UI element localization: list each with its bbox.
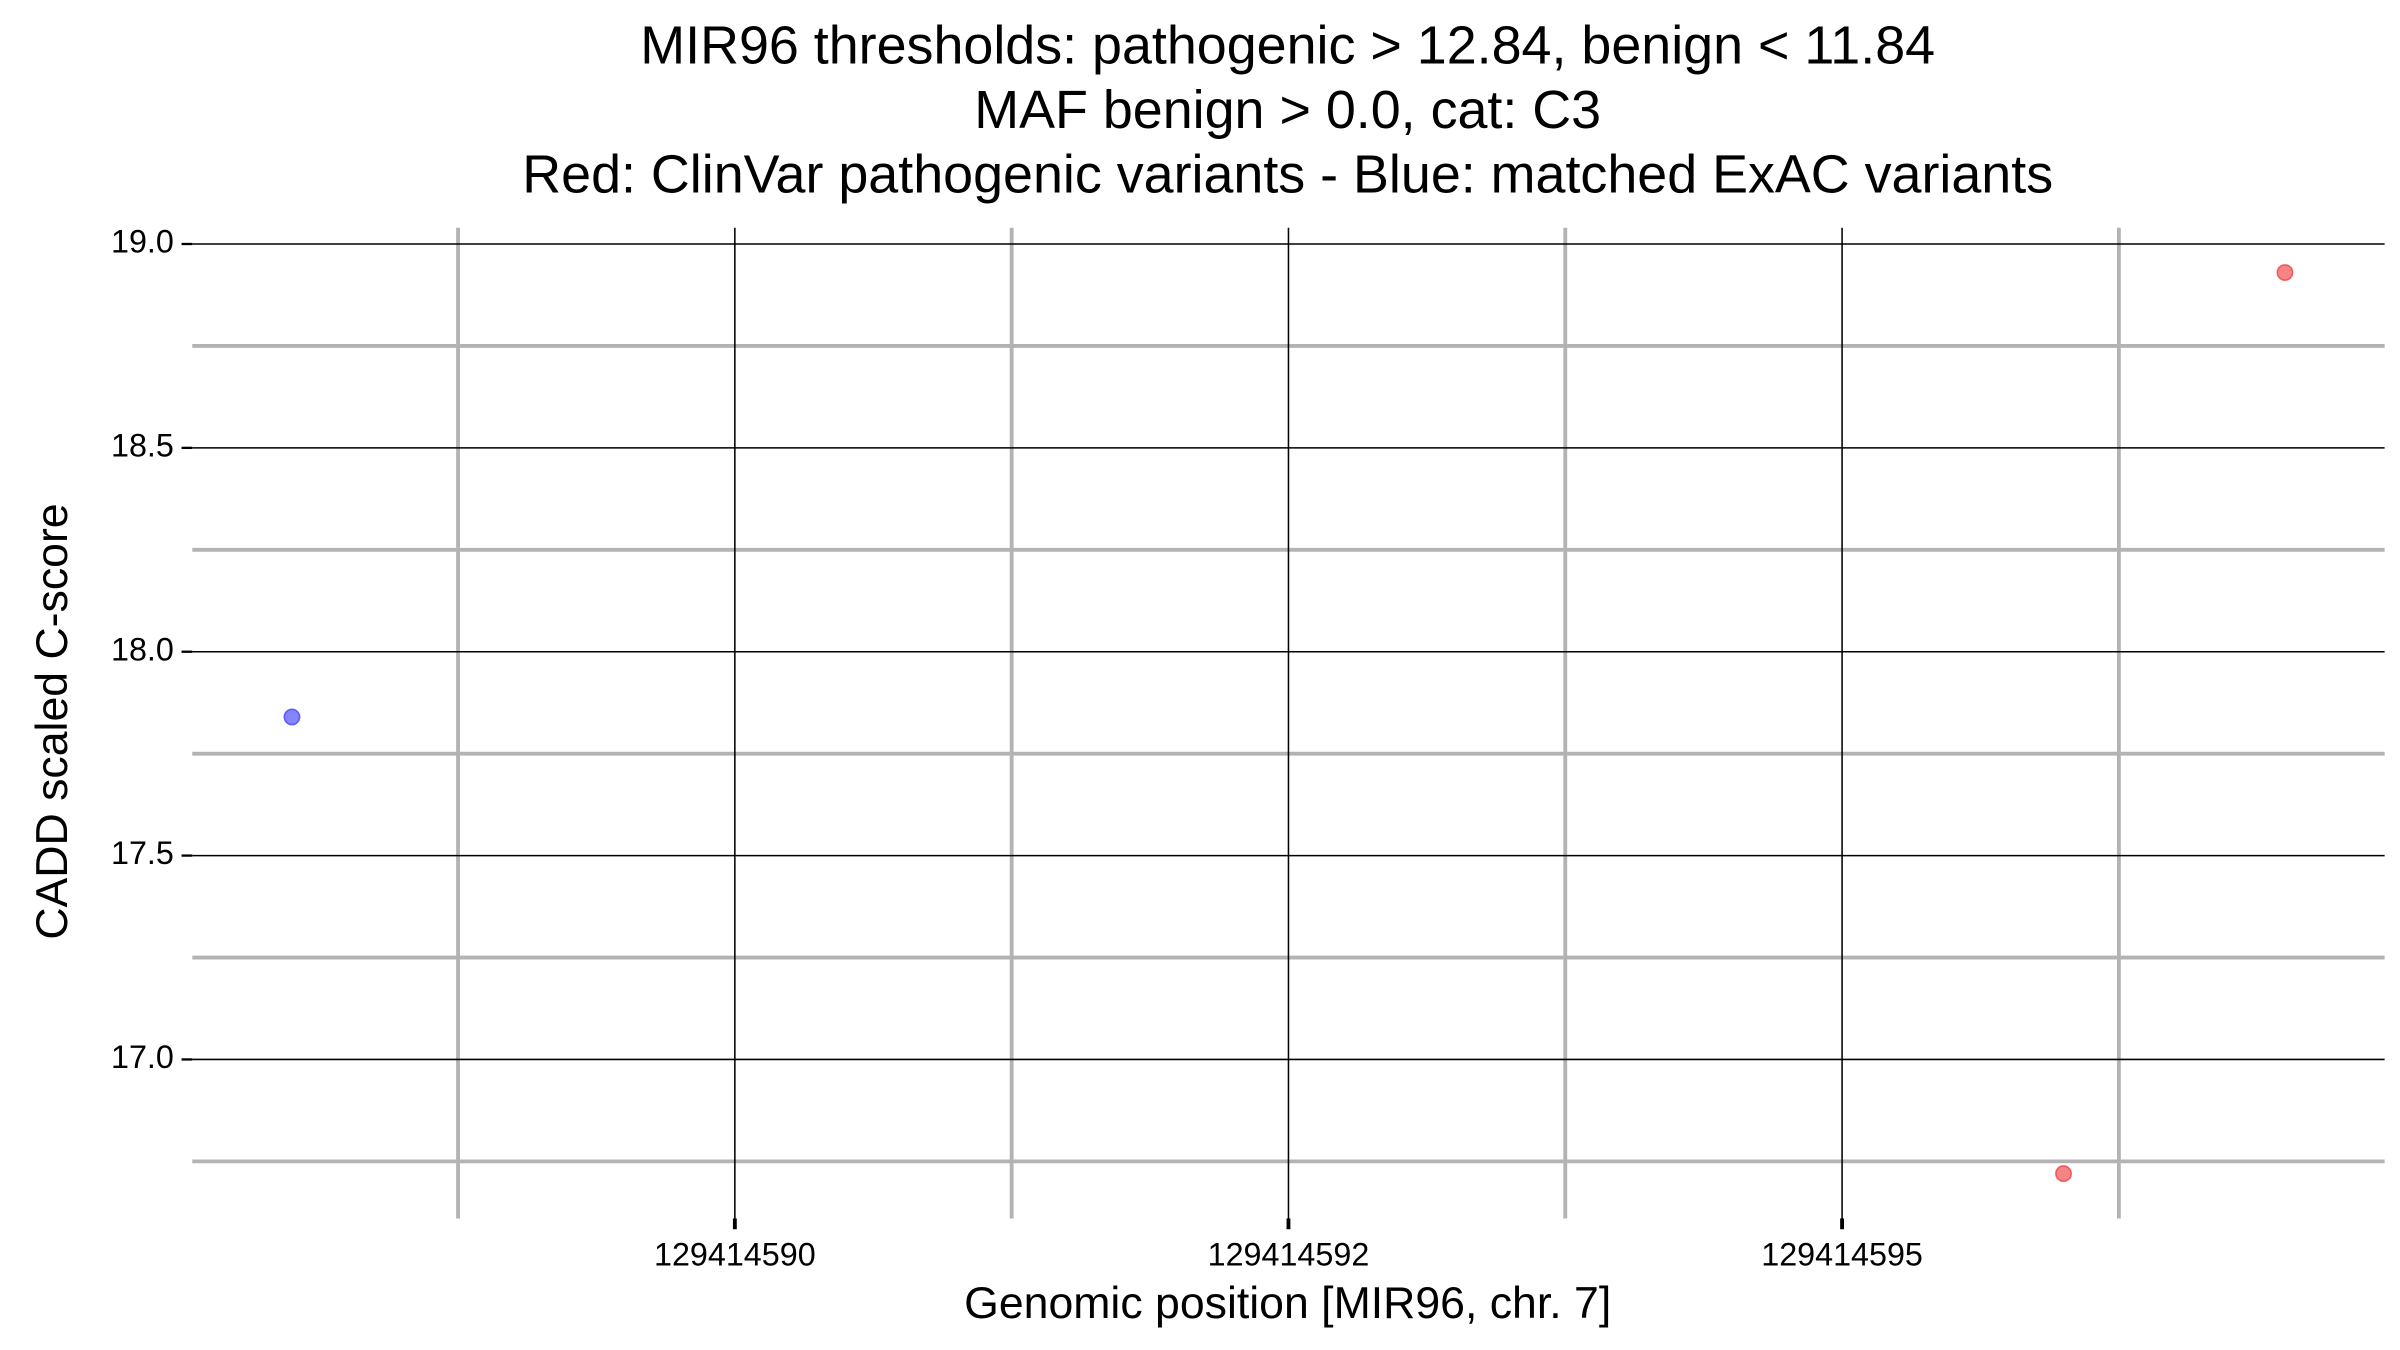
chart-title: Red: ClinVar pathogenic variants - Blue:… xyxy=(522,145,2053,205)
y-tick-label: 17.5 xyxy=(111,835,174,871)
y-axis-label: CADD scaled C-score xyxy=(28,503,77,939)
chart-title: MIR96 thresholds: pathogenic > 12.84, be… xyxy=(640,15,1935,75)
x-tick-label: 129414590 xyxy=(654,1236,816,1272)
point xyxy=(2055,1165,2072,1183)
x-tick-label: 129414595 xyxy=(1761,1236,1923,1272)
x-tick-label: 129414592 xyxy=(1208,1236,1370,1272)
point xyxy=(283,708,301,726)
x-axis-label: Genomic position [MIR96, chr. 7] xyxy=(964,1279,1611,1328)
chart-title: MAF benign > 0.0, cat: C3 xyxy=(974,80,1601,140)
point xyxy=(2276,264,2294,282)
y-tick-label: 18.0 xyxy=(111,631,174,667)
y-tick-label: 18.5 xyxy=(111,427,174,463)
y-tick-label: 17.0 xyxy=(111,1039,174,1075)
y-tick-label: 19.0 xyxy=(111,224,174,260)
